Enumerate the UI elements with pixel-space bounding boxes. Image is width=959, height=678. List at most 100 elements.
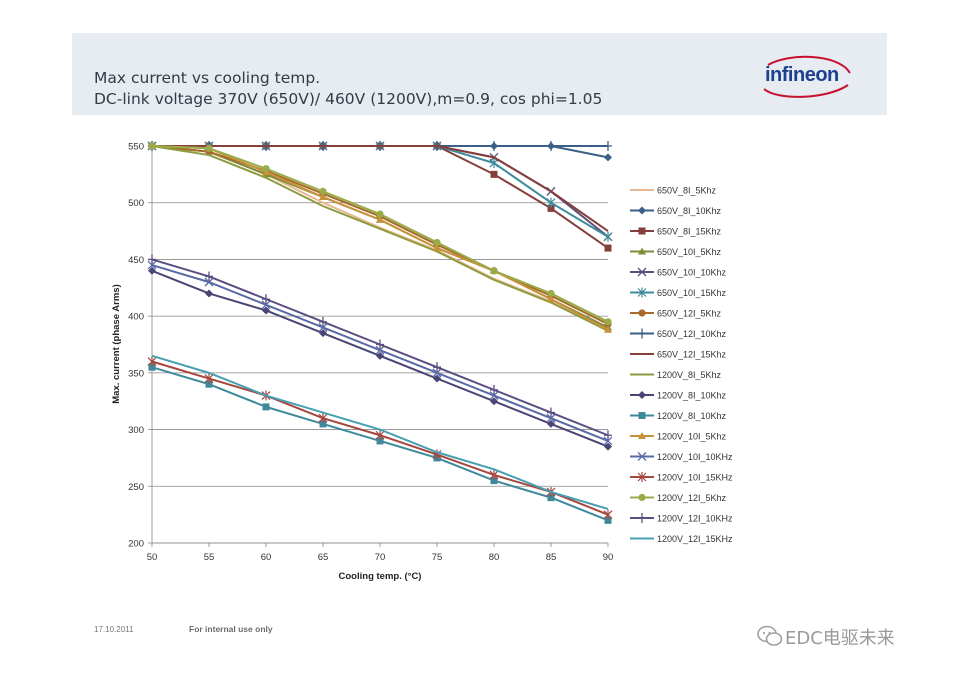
data-point xyxy=(319,420,327,428)
legend-item: 650V_10I_5Khz xyxy=(630,247,722,257)
data-point xyxy=(547,289,555,298)
y-tick-label: 450 xyxy=(128,255,144,266)
slide-subtitle: DC-link voltage 370V (650V)/ 460V (1200V… xyxy=(94,90,603,108)
data-point xyxy=(376,210,384,218)
data-point xyxy=(490,477,498,485)
legend-item: 650V_12I_10Khz xyxy=(630,328,727,339)
data-point xyxy=(547,407,555,418)
series-line xyxy=(151,145,609,331)
chart-legend: 650V_8I_5Khz 650V_8I_10Khz 650V_8I_15Khz 65… xyxy=(630,186,733,544)
legend-label: 1200V_12I_10KHz xyxy=(657,514,733,524)
series-8 xyxy=(152,145,609,232)
series-10 xyxy=(148,266,612,451)
x-axis-label: Cooling temp. (°C) xyxy=(339,571,422,582)
series-line xyxy=(151,354,609,510)
data-point xyxy=(638,493,646,502)
data-point xyxy=(262,165,270,173)
data-point xyxy=(603,231,613,242)
x-tick-label: 65 xyxy=(318,552,329,563)
data-point xyxy=(490,141,498,151)
data-point xyxy=(638,513,646,523)
legend-label: 1200V_8I_10Khz xyxy=(657,411,727,421)
data-point xyxy=(490,170,498,178)
data-point xyxy=(147,356,157,367)
data-point xyxy=(148,142,156,150)
x-tick-label: 80 xyxy=(489,552,500,563)
data-point xyxy=(637,472,647,482)
wechat-icon xyxy=(757,625,783,646)
legend-label: 650V_12I_15Khz xyxy=(657,350,727,360)
footer-date: 17.10.2011 xyxy=(94,625,134,634)
legend-label: 650V_12I_5Khz xyxy=(657,309,722,319)
slide-header: Max current vs cooling temp. DC-link vol… xyxy=(72,33,887,115)
legend-label: 650V_10I_10Khz xyxy=(657,268,727,278)
data-point xyxy=(376,351,384,360)
legend-label: 650V_10I_5Khz xyxy=(657,247,722,257)
y-tick-label: 350 xyxy=(128,368,144,379)
series-line xyxy=(151,145,609,331)
data-point xyxy=(148,254,156,265)
y-tick-label: 250 xyxy=(128,482,144,493)
data-point xyxy=(547,419,555,428)
data-point xyxy=(205,380,213,388)
legend-label: 1200V_10I_5Khz xyxy=(657,432,727,442)
data-point xyxy=(604,516,612,524)
data-point xyxy=(432,368,442,378)
legend-item: 650V_8I_5Khz xyxy=(630,186,717,196)
infineon-logo: infineon xyxy=(758,51,854,101)
logo-swoosh-icon xyxy=(763,55,851,98)
series-0 xyxy=(151,145,609,331)
data-point xyxy=(319,329,327,338)
series-line xyxy=(151,145,609,332)
legend-label: 1200V_8I_5Khz xyxy=(657,370,722,380)
series-15 xyxy=(148,142,612,326)
x-tick-label: 85 xyxy=(546,552,557,563)
legend-item: 650V_12I_15Khz xyxy=(630,350,727,360)
x-tick-label: 50 xyxy=(147,552,158,563)
data-point xyxy=(205,271,213,282)
data-point xyxy=(546,197,556,208)
data-point xyxy=(638,391,646,399)
legend-label: 650V_10I_15Khz xyxy=(657,288,727,298)
legend-item: 1200V_12I_15KHz xyxy=(630,534,733,544)
y-tick-label: 500 xyxy=(128,198,144,209)
data-point xyxy=(490,384,498,395)
footer-note: For internal use only xyxy=(189,624,273,634)
data-point xyxy=(147,260,157,270)
x-tick-label: 70 xyxy=(375,552,386,563)
legend-label: 650V_12I_10Khz xyxy=(657,329,727,339)
y-tick-label: 400 xyxy=(128,312,144,323)
legend-item: 1200V_8I_10Khz xyxy=(630,411,727,421)
data-point xyxy=(375,430,385,441)
legend-item: 650V_10I_15Khz xyxy=(630,287,727,298)
data-point xyxy=(376,215,384,223)
data-point xyxy=(376,437,384,445)
x-tick-label: 60 xyxy=(261,552,272,563)
data-point xyxy=(638,206,646,215)
series-line xyxy=(151,145,609,329)
legend-item: 1200V_10I_15KHz xyxy=(630,472,733,483)
data-point xyxy=(604,442,612,451)
data-point xyxy=(638,432,646,439)
series-line xyxy=(152,145,609,249)
data-point xyxy=(604,318,612,326)
data-point xyxy=(319,193,327,201)
series-12 xyxy=(148,142,612,333)
data-point xyxy=(490,397,498,406)
data-point xyxy=(148,266,156,275)
slide-title: Max current vs cooling temp. xyxy=(94,69,321,87)
x-tick-label: 55 xyxy=(204,552,215,563)
data-point xyxy=(547,295,555,303)
data-point xyxy=(318,413,328,424)
data-point xyxy=(490,267,498,275)
data-point xyxy=(319,316,327,327)
legend-item: 1200V_8I_10Khz xyxy=(630,391,727,401)
data-point xyxy=(489,391,499,401)
data-point xyxy=(604,430,612,441)
data-point xyxy=(433,238,441,247)
data-point xyxy=(604,244,612,252)
legend-label: 650V_8I_10Khz xyxy=(657,206,722,216)
y-tick-label: 550 xyxy=(128,142,144,153)
legend-label: 650V_8I_5Khz xyxy=(657,186,717,196)
